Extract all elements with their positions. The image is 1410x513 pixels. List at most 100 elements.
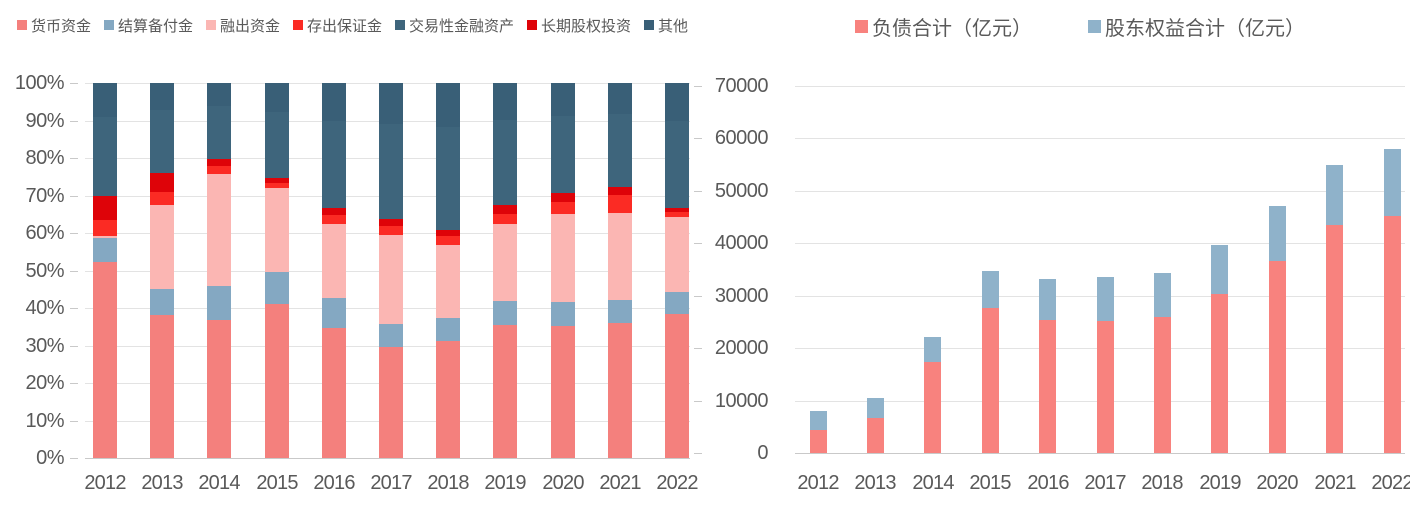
bar-segment bbox=[436, 127, 460, 230]
bar-segment bbox=[1384, 149, 1401, 216]
bar-segment bbox=[436, 230, 460, 236]
gridline bbox=[795, 86, 1405, 87]
bar-segment bbox=[665, 314, 689, 458]
y-axis-label: 20000 bbox=[714, 337, 769, 359]
x-axis-label: 2021 bbox=[599, 472, 641, 494]
bar-segment bbox=[493, 325, 517, 458]
bar-segment bbox=[551, 302, 575, 326]
x-axis-label: 2015 bbox=[256, 472, 298, 494]
y-axis-label: 40% bbox=[25, 297, 64, 319]
legend-item: 存出保证金 bbox=[292, 15, 382, 36]
bar-segment bbox=[379, 219, 403, 226]
liability-equity-legend: 负债合计（亿元） 股东权益合计（亿元） bbox=[755, 10, 1405, 42]
bar-segment bbox=[436, 341, 460, 458]
bar-segment bbox=[322, 328, 346, 458]
legend-item: 长期股权投资 bbox=[527, 15, 631, 36]
bar-segment bbox=[665, 212, 689, 217]
x-axis-label: 2021 bbox=[1314, 472, 1356, 494]
legend-label: 股东权益合计（亿元） bbox=[1105, 17, 1305, 40]
bar-segment bbox=[493, 214, 517, 224]
y-axis-tick bbox=[694, 191, 702, 192]
y-axis-label: 30000 bbox=[714, 285, 769, 307]
bar-segment bbox=[608, 83, 632, 114]
legend-label: 融出资金 bbox=[219, 17, 280, 35]
bar-segment bbox=[608, 300, 632, 323]
legend-item: 货币资金 bbox=[16, 15, 91, 36]
y-axis-tick bbox=[70, 346, 78, 347]
bar-segment bbox=[379, 324, 403, 347]
bar-segment bbox=[551, 326, 575, 458]
legend-label: 结算备付金 bbox=[117, 17, 193, 35]
y-axis-label: 0% bbox=[36, 447, 64, 469]
bar-segment bbox=[150, 110, 174, 173]
bar-segment bbox=[551, 83, 575, 116]
bar-segment bbox=[665, 208, 689, 212]
y-axis-label: 90% bbox=[25, 110, 64, 132]
y-axis-tick bbox=[70, 308, 78, 309]
x-axis-label: 2013 bbox=[854, 472, 896, 494]
bar-segment bbox=[982, 308, 999, 453]
bar-segment bbox=[608, 195, 632, 213]
x-axis-label: 2016 bbox=[1027, 472, 1069, 494]
y-axis-tick bbox=[694, 243, 702, 244]
y-axis-label: 60000 bbox=[714, 127, 769, 149]
y-axis-tick bbox=[694, 453, 702, 454]
y-axis-label: 20% bbox=[25, 372, 64, 394]
y-axis-tick bbox=[70, 83, 78, 84]
y-axis-label: 60% bbox=[25, 222, 64, 244]
bar-segment bbox=[810, 430, 827, 453]
asset-structure-legend: 货币资金 结算备付金 融出资金 存出保证金 交易性金融资产 长期股权投资 其他 bbox=[15, 12, 690, 38]
bar-segment bbox=[379, 124, 403, 219]
bar-segment bbox=[265, 83, 289, 112]
bar-segment bbox=[93, 83, 117, 117]
y-axis-label: 70% bbox=[25, 185, 64, 207]
x-axis-label: 2018 bbox=[1141, 472, 1183, 494]
y-axis-tick bbox=[694, 296, 702, 297]
gridline bbox=[795, 243, 1405, 244]
y-axis-tick bbox=[70, 158, 78, 159]
bar-segment bbox=[322, 121, 346, 208]
legend-label: 负债合计（亿元） bbox=[872, 17, 1032, 40]
bar-segment bbox=[551, 214, 575, 302]
bar-segment bbox=[207, 159, 231, 166]
x-axis-label: 2017 bbox=[1084, 472, 1126, 494]
bar-segment bbox=[207, 174, 231, 286]
y-axis-label: 50% bbox=[25, 260, 64, 282]
bar-segment bbox=[1269, 206, 1286, 261]
x-axis-label: 2016 bbox=[313, 472, 355, 494]
bar-segment bbox=[493, 205, 517, 214]
bar-segment bbox=[93, 262, 117, 458]
legend-swatch bbox=[205, 20, 216, 30]
legend-swatch bbox=[1088, 19, 1101, 33]
y-axis-tick bbox=[70, 233, 78, 234]
bar-segment bbox=[207, 286, 231, 320]
bar-segment bbox=[1154, 317, 1171, 453]
bar-segment bbox=[665, 292, 689, 314]
legend-label: 货币资金 bbox=[30, 17, 91, 35]
x-axis-label: 2019 bbox=[484, 472, 526, 494]
bar-segment bbox=[322, 215, 346, 224]
bar-segment bbox=[436, 236, 460, 245]
y-axis-label: 40000 bbox=[714, 232, 769, 254]
bar-segment bbox=[1039, 279, 1056, 320]
bar-segment bbox=[265, 178, 289, 183]
bar-segment bbox=[608, 114, 632, 187]
bar-segment bbox=[867, 418, 884, 453]
x-axis-label: 2013 bbox=[141, 472, 183, 494]
bar-segment bbox=[1097, 321, 1114, 453]
bar-segment bbox=[551, 116, 575, 193]
bar-segment bbox=[1097, 277, 1114, 321]
bar-segment bbox=[322, 208, 346, 215]
bar-segment bbox=[150, 205, 174, 289]
y-axis-tick bbox=[694, 138, 702, 139]
y-axis-label: 10000 bbox=[714, 390, 769, 412]
x-axis-label: 2022 bbox=[656, 472, 698, 494]
bar-segment bbox=[379, 235, 403, 324]
bar-segment bbox=[93, 117, 117, 196]
legend-swatch bbox=[527, 20, 538, 30]
bar-segment bbox=[93, 220, 117, 236]
y-axis-label: 0 bbox=[757, 442, 768, 464]
bar-segment bbox=[207, 106, 231, 159]
bar-segment bbox=[207, 83, 231, 106]
